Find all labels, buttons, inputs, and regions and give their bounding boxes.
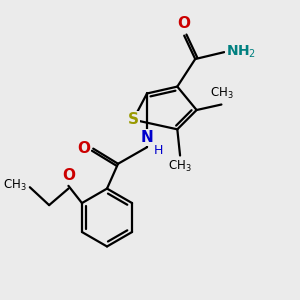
Text: O: O <box>62 168 76 183</box>
Text: O: O <box>77 141 90 156</box>
Text: H: H <box>154 144 163 157</box>
Text: O: O <box>178 16 191 32</box>
Text: S: S <box>128 112 139 127</box>
Text: N: N <box>141 130 153 145</box>
Text: CH$_3$: CH$_3$ <box>210 86 233 101</box>
Text: NH$_2$: NH$_2$ <box>226 44 256 60</box>
Text: CH$_3$: CH$_3$ <box>168 159 192 174</box>
Text: CH$_3$: CH$_3$ <box>3 178 26 194</box>
